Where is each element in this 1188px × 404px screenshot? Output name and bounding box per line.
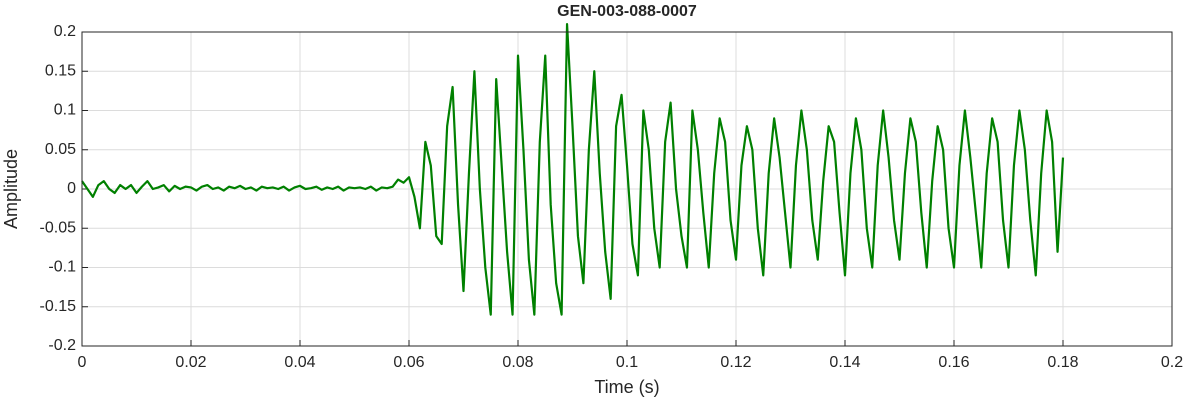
chart-title: GEN-003-088-0007 <box>557 3 697 20</box>
x-tick-label: 0.14 <box>829 354 860 371</box>
x-tick-label: 0.04 <box>284 354 315 371</box>
y-tick-label: 0.2 <box>54 23 76 40</box>
x-tick-label: 0.1 <box>616 354 638 371</box>
x-tick-label: 0.08 <box>502 354 533 371</box>
x-tick-label: 0.18 <box>1047 354 1078 371</box>
x-tick-label: 0.12 <box>720 354 751 371</box>
x-tick-label: 0 <box>78 354 87 371</box>
y-tick-label: -0.2 <box>48 337 76 354</box>
axes-box <box>81 31 1173 347</box>
y-tick-label: 0.1 <box>54 102 76 119</box>
y-tick-label: 0.05 <box>45 141 76 158</box>
x-tick-label: 0.02 <box>175 354 206 371</box>
x-tick-label: 0.16 <box>938 354 969 371</box>
x-tick-label: 0.2 <box>1161 354 1183 371</box>
y-tick-label: -0.1 <box>48 259 76 276</box>
x-axis-label: Time (s) <box>594 377 659 397</box>
waveform-line <box>81 23 1065 316</box>
y-axis-label: Amplitude <box>1 149 21 229</box>
y-tick-label: 0.15 <box>45 62 76 79</box>
y-tick-label: -0.05 <box>40 219 77 236</box>
x-tick-label: 0.06 <box>393 354 424 371</box>
y-tick-label: 0 <box>67 180 76 197</box>
y-tick-label: -0.15 <box>40 298 77 315</box>
